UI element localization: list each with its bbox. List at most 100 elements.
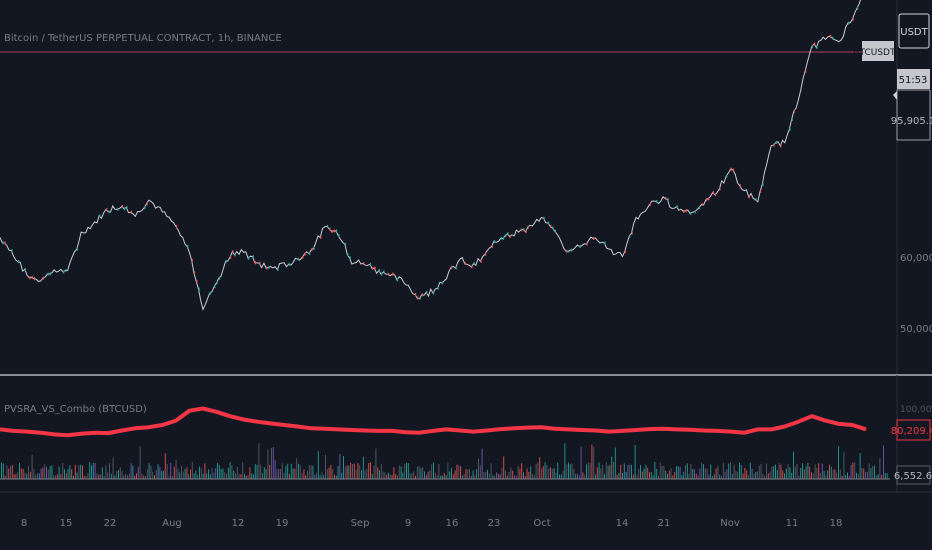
volume-bar [796,463,798,479]
volume-bar [400,466,402,479]
price-tick-label: 50,000.0 [900,324,932,335]
volume-bar [730,462,731,479]
volume-bar [413,471,415,479]
volume-bar [629,464,631,479]
volume-bar [339,453,341,479]
indicator-title[interactable]: PVSRA_VS_Combo (BTCUSD) [4,404,147,415]
candle-dot [500,236,502,240]
volume-bar [256,464,258,479]
volume-bar [233,470,235,479]
volume-bar [173,466,175,479]
candle-dot [726,174,728,178]
volume-bar [577,473,578,479]
volume-bar [366,468,368,479]
candle-dot [791,118,793,121]
volume-bar [753,474,755,479]
candle-dot [230,255,232,259]
volume-bar [676,466,677,479]
volume-bar [224,472,226,479]
candle-dot [719,187,721,191]
candle-dot [126,206,128,209]
volume-bar [107,472,109,479]
volume-bar [310,465,312,479]
price-scale[interactable]: 60,000.0 50,000.0 [896,0,932,375]
volume-bar [505,470,506,479]
volume-bar [226,473,227,479]
candle-dot [505,234,507,238]
volume-bar [591,444,593,479]
candle-dot [705,198,708,202]
volume-bar [334,474,335,479]
volume-bar [200,468,202,479]
candle-dot [313,247,315,250]
volume-bars [1,443,888,479]
volume-bar [598,462,600,479]
volume-bar [802,463,803,479]
volume-bar [299,464,301,479]
volume-bar [742,473,744,479]
candle-dot [225,259,227,263]
candle-dot [349,256,351,260]
volume-bar [202,473,204,479]
volume-bar [793,451,794,479]
time-tick-label: 8 [21,518,27,529]
volume-bar [397,475,398,479]
volume-bar [429,470,431,479]
price-pane[interactable] [0,0,890,311]
volume-bar [652,475,654,479]
volume-bar [94,462,96,479]
candle-dot [311,248,313,252]
indicator-pane[interactable] [0,406,890,480]
volume-bar [701,462,703,479]
volume-bar [64,469,65,479]
candle-dot [437,286,439,290]
volume-bar [92,463,94,479]
volume-bar [838,446,839,479]
volume-bar [476,469,478,479]
indicator-ma-line [0,406,867,438]
volume-bar [323,474,325,479]
volume-bar [769,471,771,479]
candle-dot [773,143,775,147]
volume-bar [636,475,638,479]
volume-bar [548,468,550,479]
volume-bar [557,462,559,479]
volume-bar [112,457,114,479]
price-label: 95,905.1 [891,116,932,127]
candle-dot [106,208,108,211]
volume-bar [537,462,539,479]
volume-bar [22,469,24,479]
candle-dot [748,195,750,199]
volume-bar [845,474,847,479]
volume-bar [551,469,553,479]
volume-bar [317,451,319,479]
time-axis[interactable]: 8 15 22 Aug 12 19 Sep 9 16 23 Oct 14 21 Nov 11 18 [21,518,843,529]
volume-bar [283,473,285,479]
volume-bar [488,473,490,479]
volume-bar [42,467,44,479]
volume-bar [35,474,37,479]
volume-bar [582,472,584,479]
volume-bar [542,466,544,479]
volume-bar [494,475,496,479]
currency-button[interactable]: USDT [898,13,930,49]
volume-bar [634,445,636,479]
candle-dot [712,191,714,195]
candle-dot [685,209,687,213]
volume-bar [787,463,789,479]
volume-bar [389,474,391,479]
symbol-title[interactable]: Bitcoin / TetherUS PERPETUAL CONTRACT, 1… [4,33,282,44]
candle-dot [232,250,234,254]
volume-bar [514,475,515,479]
candle-dot [396,278,399,282]
volume-bar [31,454,33,479]
volume-bar [53,474,55,479]
volume-bar [519,468,521,479]
volume-bar [253,474,254,479]
volume-bar [337,466,339,479]
volume-bar [119,467,121,479]
volume-bar [847,472,848,479]
volume-bar [137,466,139,479]
volume-bar [110,473,112,479]
